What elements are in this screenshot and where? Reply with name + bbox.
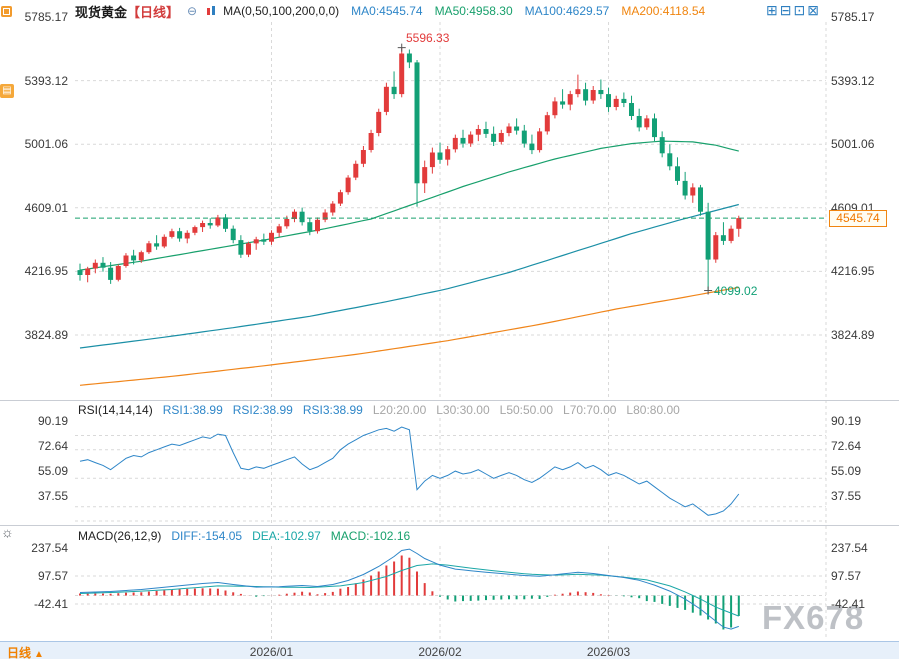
dea-line (79, 563, 739, 617)
ma-value: MA0:4545.74 (351, 4, 423, 18)
macd-values: DIFF:-154.05 DEA:-102.97 MACD:-102.16 (161, 529, 410, 543)
rsi-axis-label: 37.55 (831, 489, 862, 503)
ma-value: MA50:4958.30 (434, 4, 513, 18)
macd-value: DIFF:-154.05 (171, 529, 243, 543)
ma-value: MA200:4118.54 (621, 4, 706, 18)
rsi-value: RSI3:38.99 (302, 403, 363, 417)
time-axis-bar: 日线 ▲ 2026/01 2026/02 2026/03 (0, 641, 899, 661)
high-price-annotation: 5596.33 (406, 31, 450, 45)
rsi-axis-label: 55.09 (831, 464, 862, 478)
gridlines (75, 22, 827, 640)
price-axis-label: 5393.12 (831, 73, 875, 88)
diff-line (79, 548, 739, 630)
rsi-value: L30:30.00 (436, 403, 490, 417)
rsi-value: L80:80.00 (626, 403, 680, 417)
settings-gear-icon[interactable]: ☼ (1, 524, 14, 540)
rsi-axis-label: 90.19 (37, 414, 68, 428)
chevron-up-icon: ▲ (34, 649, 44, 660)
rsi-axis-label: 55.09 (37, 464, 68, 478)
layout-quad-icon[interactable]: ⊠ (807, 2, 819, 18)
rsi-title: RSI(14,14,14) (78, 403, 153, 417)
macd-header: MACD(26,12,9) DIFF:-154.05 DEA:-102.97 MAC… (78, 529, 410, 543)
ma-line-ma50 (79, 140, 739, 271)
price-axis-label: 5001.06 (831, 137, 875, 152)
price-axis-label: 3824.89 (24, 328, 68, 342)
macd-histogram (79, 555, 740, 630)
macd-value: DEA:-102.97 (252, 529, 321, 543)
low-price-annotation: 4099.02 (714, 284, 758, 298)
price-axis-label: 3824.89 (831, 328, 875, 342)
macd-title: MACD(26,12,9) (78, 529, 162, 543)
rsi-axis-label: 72.64 (831, 439, 862, 453)
layout-toolbar: ⊞ ⊟ ⊡ ⊠ (766, 2, 819, 18)
price-axis-label: 5785.17 (831, 10, 875, 24)
rsi-axis-label: 37.55 (37, 489, 68, 503)
high-marker-icon (397, 43, 406, 52)
time-axis-label: 2026/02 (418, 645, 462, 659)
candlestick-series (77, 47, 742, 291)
last-price-badge: 4545.74 (829, 210, 887, 227)
rsi-axis-label: 72.64 (37, 439, 68, 453)
rsi-value: L70:70.00 (563, 403, 617, 417)
app-icon[interactable] (1, 6, 12, 17)
rsi-axis-label: 90.19 (831, 414, 862, 428)
macd-axis-label: 237.54 (831, 541, 868, 555)
symbol-name: 现货黄金 (75, 4, 128, 20)
collapse-icon[interactable]: ⊖ (187, 4, 198, 18)
price-axis-label: 5393.12 (24, 73, 68, 88)
layout-grid-icon[interactable]: ⊡ (793, 2, 806, 18)
price-axis-label: 4216.95 (831, 264, 875, 279)
macd-axis-label: 97.57 (831, 569, 862, 583)
rsi-header: RSI(14,14,14) RSI1:38.99 RSI2:38.99 RSI3:3… (78, 403, 680, 417)
panel-dividers (0, 400, 899, 526)
rsi-value: L50:50.00 (499, 403, 554, 417)
rsi-value: RSI2:38.99 (232, 403, 293, 417)
macd-axis-label: -42.41 (831, 597, 866, 612)
macd-axis-label: 97.57 (37, 569, 68, 583)
ma-value: MA100:4629.57 (524, 4, 610, 18)
layout-single-icon[interactable]: ⊞ (766, 2, 778, 18)
watermark: FX678 (762, 599, 865, 636)
period-switch[interactable]: 日线 ▲ (7, 644, 44, 661)
price-axis-label: 4609.01 (24, 200, 68, 215)
ma-line-ma100 (79, 203, 739, 349)
time-axis-label: 2026/03 (586, 645, 631, 659)
price-axis-label: 5785.17 (24, 10, 68, 24)
ma-line-ma200 (79, 286, 739, 386)
rsi-line (79, 426, 740, 516)
ma-indicator-icon[interactable] (205, 5, 217, 17)
price-axis-label: 4216.95 (24, 264, 68, 279)
ma-settings-label: MA(0,50,100,200,0,0) (223, 4, 340, 18)
macd-axis-label: -42.41 (33, 597, 68, 612)
low-marker-icon (704, 286, 713, 295)
period-label: 【日线】 (127, 4, 180, 20)
chart-header: 现货黄金 【日线】 ⊖ MA(0,50,100,200,0,0) MA0:4545… (75, 2, 705, 20)
macd-value: MACD:-102.16 (330, 529, 411, 543)
rsi-value: RSI1:38.99 (162, 403, 223, 417)
period-switch-label: 日线 (7, 646, 32, 660)
ma-values: MA0:4545.74 MA50:4958.30 MA100:4629.57 MA20… (339, 4, 705, 18)
rsi-value: L20:20.00 (372, 403, 427, 417)
macd-axis-label: 237.54 (31, 541, 68, 555)
time-axis-label: 2026/01 (249, 645, 294, 659)
price-axis-label: 5001.06 (24, 137, 68, 152)
layout-split-icon[interactable]: ⊟ (779, 2, 792, 18)
draw-tool-icon[interactable]: ▤ (0, 84, 14, 98)
rsi-values: RSI1:38.99 RSI2:38.99 RSI3:38.99 L20:20.00 L… (153, 403, 680, 417)
